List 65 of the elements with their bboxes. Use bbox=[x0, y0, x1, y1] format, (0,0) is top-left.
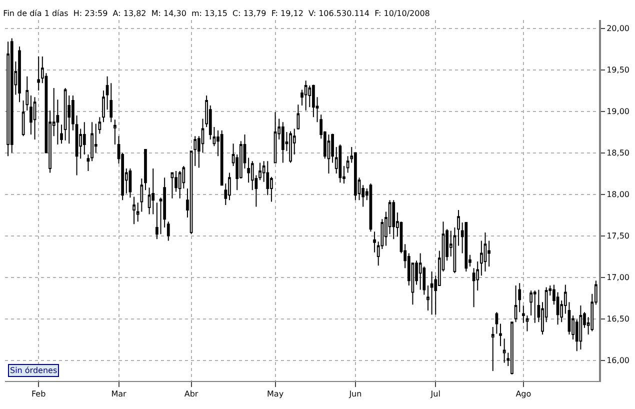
x-tick-label: Abr bbox=[184, 390, 199, 399]
candlestick bbox=[304, 80, 308, 111]
candlestick bbox=[495, 312, 498, 334]
candlestick bbox=[533, 290, 536, 324]
candlestick bbox=[102, 90, 105, 123]
y-tick-label: 19,00 bbox=[606, 107, 630, 116]
y-tick-label: 17,50 bbox=[606, 232, 630, 241]
candlestick bbox=[373, 231, 376, 253]
candlestick bbox=[296, 104, 300, 130]
x-tick-label: Ago bbox=[516, 390, 532, 399]
candlestick bbox=[464, 222, 468, 272]
candlestick bbox=[18, 46, 21, 103]
candlestick bbox=[132, 196, 136, 225]
candlestick bbox=[502, 338, 506, 364]
candlestick bbox=[312, 84, 315, 118]
candlestick bbox=[258, 162, 262, 181]
candlestick bbox=[274, 112, 277, 164]
candlestick bbox=[82, 122, 86, 155]
candlestick bbox=[166, 221, 170, 242]
x-tick-label: Mar bbox=[111, 390, 128, 399]
y-tick-label: 19,50 bbox=[606, 66, 630, 75]
candlestick bbox=[128, 168, 132, 198]
y-tick-label: 16,50 bbox=[606, 314, 630, 324]
candlestick bbox=[33, 96, 36, 140]
x-tick-label: May bbox=[267, 390, 284, 399]
candlestick bbox=[114, 119, 116, 145]
candlestick bbox=[152, 168, 155, 215]
candlestick bbox=[392, 200, 396, 240]
candlestick bbox=[30, 95, 32, 136]
candlestick bbox=[281, 122, 284, 164]
candlestick bbox=[338, 144, 342, 184]
candlestick bbox=[6, 41, 10, 157]
candlestick bbox=[289, 130, 292, 164]
candlestick bbox=[144, 148, 147, 191]
candlestick bbox=[37, 56, 40, 92]
candlestick bbox=[579, 304, 582, 350]
y-tick-label: 18,00 bbox=[606, 190, 630, 200]
candlestick bbox=[491, 326, 494, 372]
candlestick bbox=[327, 134, 330, 174]
candlestick bbox=[457, 210, 460, 246]
candlestick bbox=[499, 323, 502, 347]
candlestick bbox=[228, 172, 231, 201]
y-tick-label: 20,00 bbox=[606, 24, 630, 34]
candlestick bbox=[64, 88, 67, 141]
candlestick bbox=[10, 38, 14, 154]
candlestick bbox=[430, 270, 434, 316]
candlestick bbox=[156, 202, 158, 240]
candlestick bbox=[170, 172, 174, 199]
candlestick bbox=[418, 252, 422, 290]
candlestick bbox=[194, 136, 197, 167]
candlestick bbox=[484, 232, 487, 272]
chart-title: Fin de día 1 días H: 23:59 A: 13,82 M: 14,30 m: 13,15 C: 13,79 F: 19,12 V: 106.530.114 F: 10/10/2008 bbox=[3, 9, 430, 18]
candlestick bbox=[510, 322, 514, 375]
x-tick-label: Feb bbox=[32, 390, 46, 399]
x-tick-label: Jul bbox=[430, 390, 440, 399]
candlestick bbox=[514, 285, 518, 323]
x-tick-label: Jun bbox=[348, 390, 362, 399]
annotation: Sin órdenes bbox=[10, 366, 58, 375]
y-tick-label: 17,00 bbox=[606, 273, 630, 282]
y-tick-label: 16,00 bbox=[606, 356, 630, 366]
candlestick bbox=[60, 124, 63, 144]
y-tick-label: 18,50 bbox=[606, 148, 630, 158]
candlestick bbox=[75, 114, 78, 176]
candlestick bbox=[453, 226, 456, 274]
candlestick bbox=[426, 285, 430, 311]
